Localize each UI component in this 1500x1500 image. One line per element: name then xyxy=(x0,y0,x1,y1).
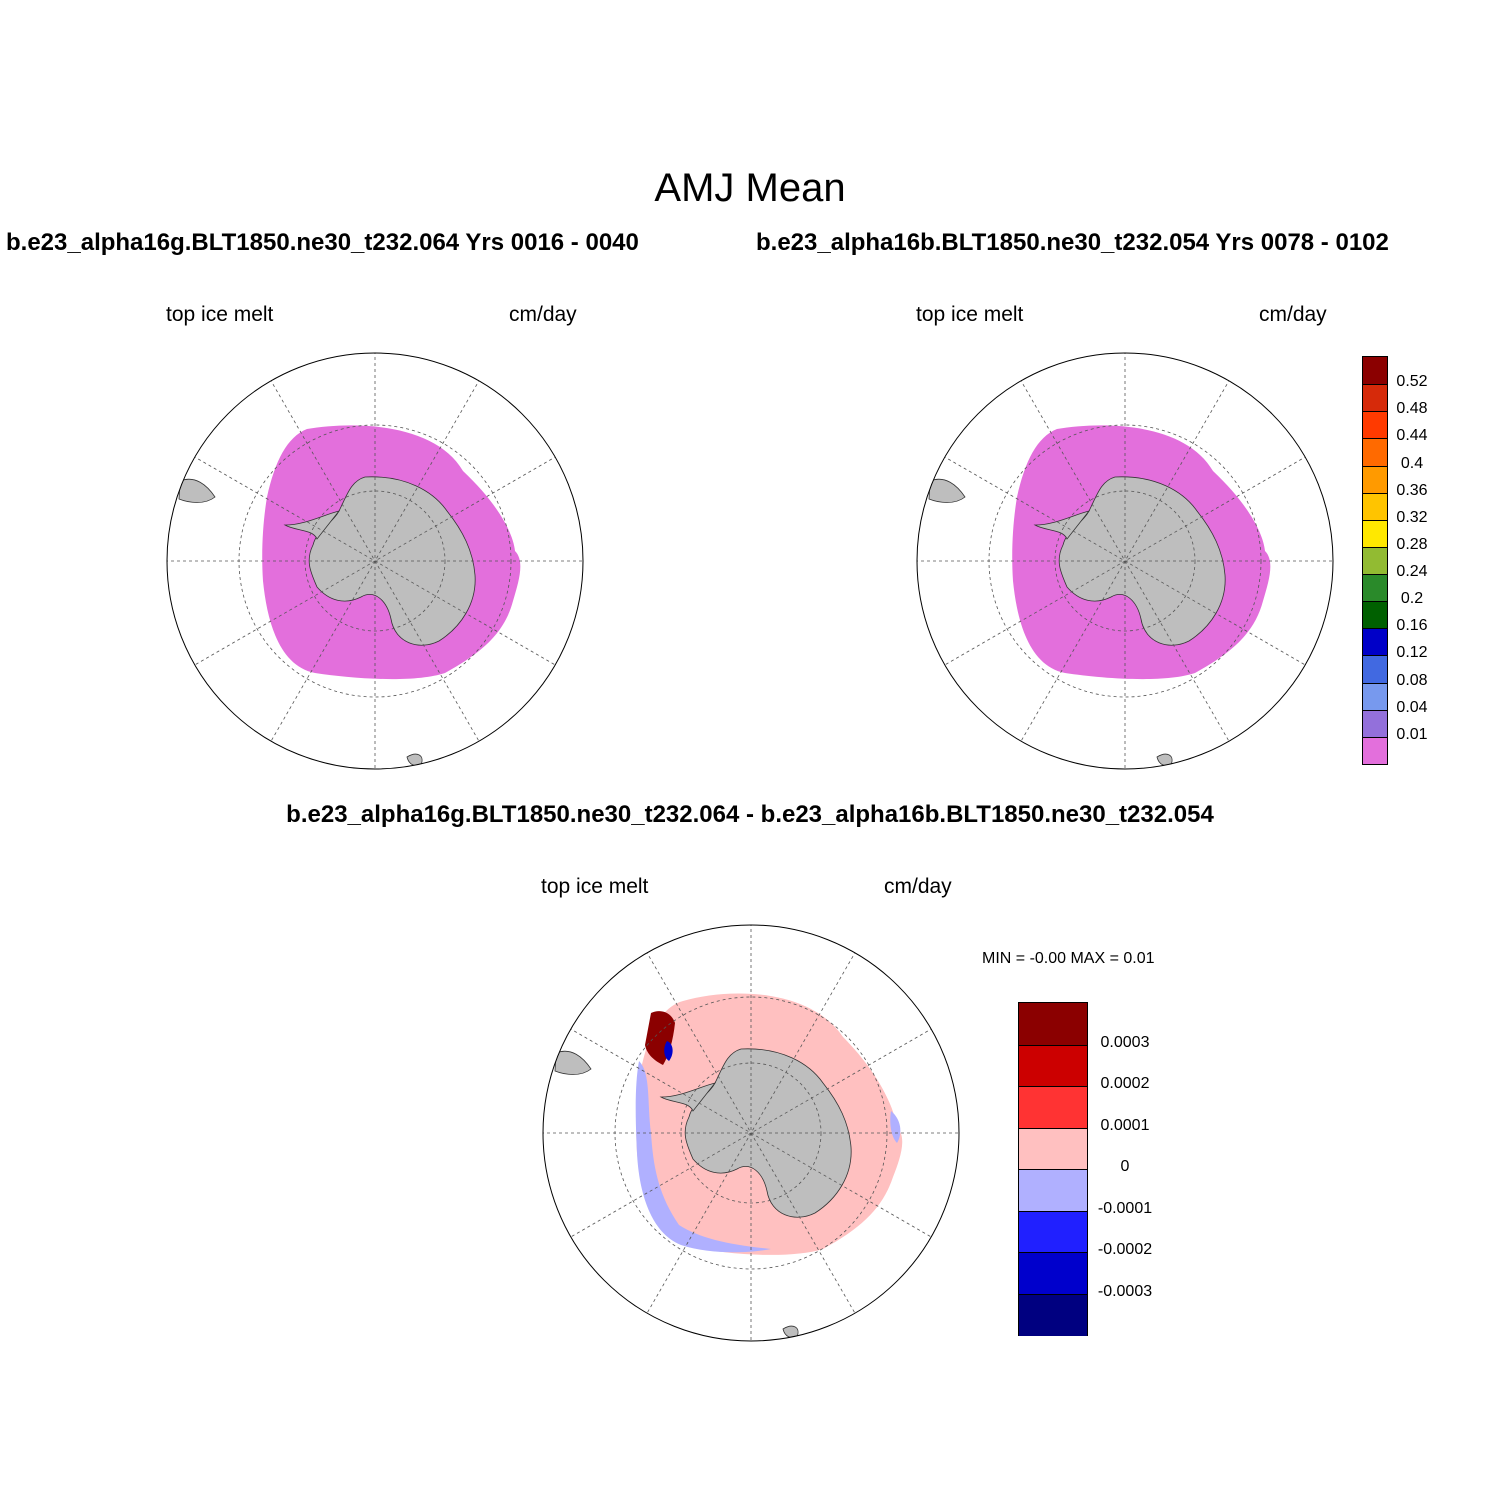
colorbar-swatch xyxy=(1363,628,1387,656)
colorbar-swatch xyxy=(1363,655,1387,684)
colorbar-swatch xyxy=(1363,384,1387,412)
panel-3-title: b.e23_alpha16g.BLT1850.ne30_t232.064 - b… xyxy=(286,801,1214,828)
colorbar-swatch xyxy=(1363,709,1387,738)
colorbar-label: 0.2 xyxy=(1400,590,1424,608)
colorbar-swatch xyxy=(1019,1210,1087,1253)
panel-3-units: cm/day xyxy=(884,875,952,898)
colorbar-label: 0 xyxy=(1120,1158,1130,1175)
colorbar-swatch xyxy=(1019,1044,1087,1087)
colorbar-swatch xyxy=(1363,682,1387,711)
colorbar-swatch xyxy=(1363,519,1387,548)
colorbar-label: 0.0003 xyxy=(1100,1033,1150,1051)
map-panel-3 xyxy=(542,924,960,1342)
colorbar-label: 0.28 xyxy=(1396,535,1428,553)
mean-colorbar xyxy=(1362,356,1388,765)
min-max-label: MIN = -0.00 MAX = 0.01 xyxy=(982,950,1155,967)
south-america-tip xyxy=(554,1050,592,1075)
colorbar-label: -0.0001 xyxy=(1097,1199,1153,1217)
colorbar-swatch xyxy=(1019,1169,1087,1211)
panel-2-title: b.e23_alpha16b.BLT1850.ne30_t232.054 Yrs… xyxy=(756,229,1389,256)
south-america-tip xyxy=(928,478,966,503)
colorbar-swatch xyxy=(1363,411,1387,439)
colorbar-label: 0.48 xyxy=(1396,400,1428,418)
colorbar-label: 0.08 xyxy=(1396,671,1428,689)
colorbar-swatch xyxy=(1363,736,1387,765)
difference-colorbar xyxy=(1018,1002,1088,1336)
colorbar-swatch xyxy=(1363,465,1387,494)
colorbar-swatch xyxy=(1363,357,1387,385)
colorbar-label: -0.0002 xyxy=(1097,1241,1153,1258)
colorbar-swatch xyxy=(1363,438,1387,467)
south-america-tip xyxy=(178,478,216,503)
figure-title: AMJ Mean xyxy=(654,166,846,210)
colorbar-swatch xyxy=(1019,1293,1087,1336)
colorbar-label: 0.16 xyxy=(1396,617,1428,635)
panel-2-units: cm/day xyxy=(1259,303,1327,326)
colorbar-label: 0.36 xyxy=(1396,481,1428,499)
map-panel-2 xyxy=(916,352,1334,770)
colorbar-label: 0.52 xyxy=(1396,373,1428,391)
colorbar-label: 0.04 xyxy=(1396,698,1428,716)
colorbar-label: 0.12 xyxy=(1396,644,1428,662)
colorbar-label: 0.44 xyxy=(1396,427,1428,445)
panel-2-variable: top ice melt xyxy=(916,303,1024,326)
colorbar-swatch xyxy=(1363,546,1387,575)
colorbar-swatch xyxy=(1019,1003,1087,1045)
panel-1-units: cm/day xyxy=(509,303,577,326)
negative-anomaly-strong xyxy=(664,1041,673,1061)
panel-1-variable: top ice melt xyxy=(166,303,274,326)
colorbar-swatch xyxy=(1019,1086,1087,1128)
map-panel-1 xyxy=(166,352,584,770)
colorbar-label: 0.0001 xyxy=(1100,1116,1150,1134)
negative-anomaly-east xyxy=(890,1111,901,1143)
antarctic-peninsula xyxy=(659,1082,717,1112)
antarctic-peninsula xyxy=(283,510,341,540)
colorbar-label: 0.0002 xyxy=(1100,1075,1150,1092)
colorbar-label: -0.0003 xyxy=(1097,1282,1153,1300)
panel-1-title: b.e23_alpha16g.BLT1850.ne30_t232.064 Yrs… xyxy=(6,229,639,256)
colorbar-label: 0.32 xyxy=(1396,508,1428,526)
colorbar-label: 0.01 xyxy=(1396,725,1428,743)
colorbar-swatch xyxy=(1363,492,1387,521)
colorbar-swatch xyxy=(1019,1252,1087,1294)
colorbar-swatch xyxy=(1363,574,1387,602)
colorbar-swatch xyxy=(1363,601,1387,629)
colorbar-label: 0.24 xyxy=(1396,563,1428,581)
antarctic-peninsula xyxy=(1033,510,1091,540)
panel-3-variable: top ice melt xyxy=(541,875,649,898)
colorbar-swatch xyxy=(1019,1127,1087,1170)
colorbar-label: 0.4 xyxy=(1400,454,1424,472)
